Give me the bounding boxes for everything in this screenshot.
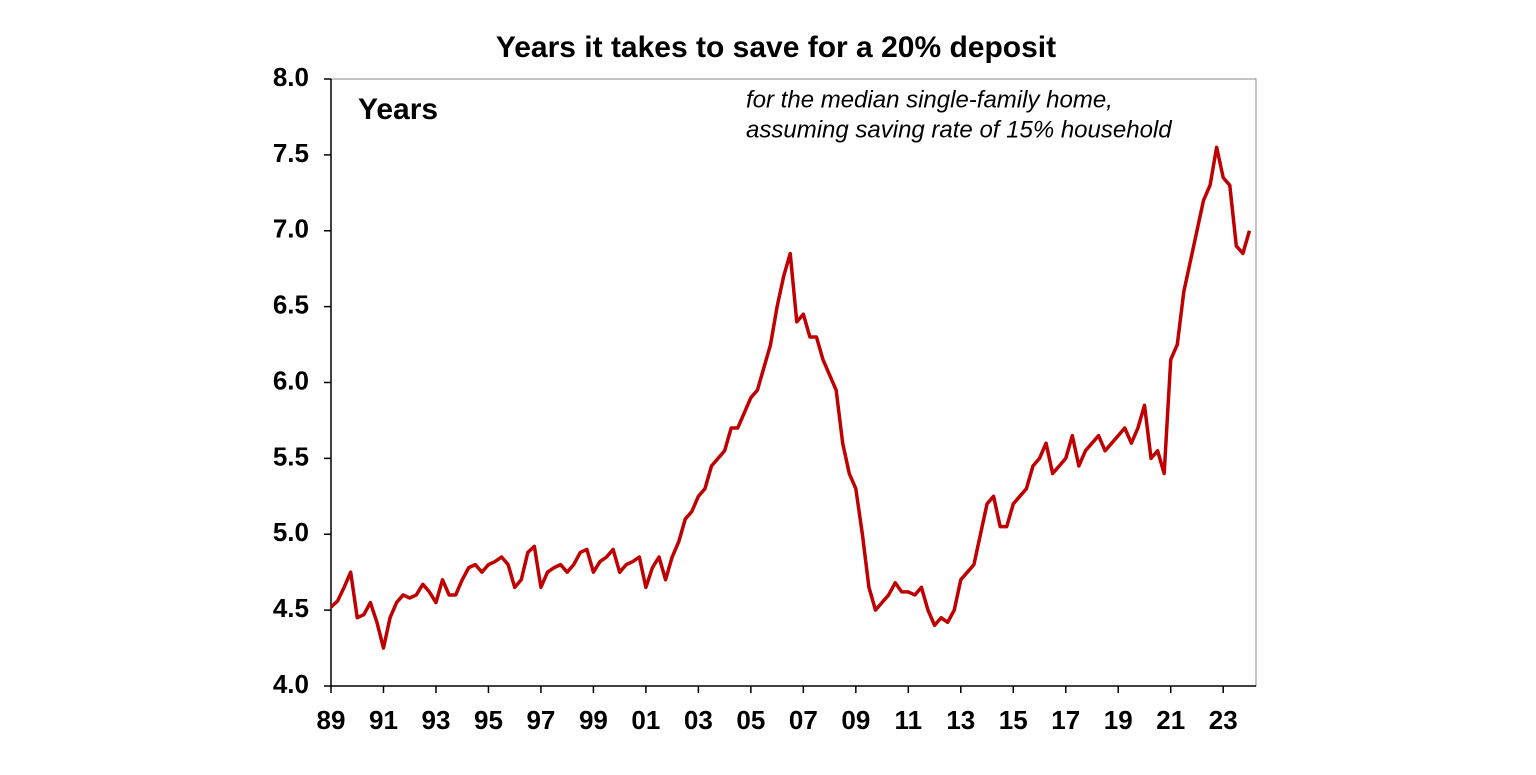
annotation: assuming saving rate of 15% household — [746, 116, 1172, 143]
x-tick-label: 17 — [1051, 705, 1080, 735]
x-tick-label: 93 — [422, 705, 451, 735]
x-tick-label: 05 — [736, 705, 765, 735]
x-tick-label: 11 — [895, 705, 923, 735]
y-label: Years — [358, 93, 438, 126]
x-tick-label: 07 — [789, 705, 818, 735]
y-tick-label: 5.5 — [273, 441, 309, 471]
y-tick-label: 6.5 — [273, 290, 309, 320]
y-tick-label: 4.0 — [273, 669, 309, 699]
y-tick-label: 8.0 — [273, 62, 309, 92]
x-tick-label: 99 — [579, 705, 608, 735]
annotation: for the median single-family home, — [746, 86, 1113, 113]
x-tick-label: 09 — [841, 705, 870, 735]
x-tick-label: 95 — [474, 705, 503, 735]
plot-frame — [330, 78, 1257, 687]
chart-title: Years it takes to save for a 20% deposit — [496, 31, 1056, 64]
y-tick-label: 7.0 — [273, 214, 309, 244]
x-tick-label: 03 — [684, 705, 713, 735]
x-tick-label: 23 — [1209, 705, 1238, 735]
series-line — [329, 145, 1252, 650]
y-tick-label: 4.5 — [273, 593, 309, 623]
x-tick-label: 97 — [526, 705, 555, 735]
y-tick-label: 7.5 — [273, 138, 309, 168]
y-tick-label: 6.0 — [273, 365, 309, 395]
x-tick-label: 01 — [631, 705, 660, 735]
x-tick-label: 91 — [369, 705, 398, 735]
y-tick-label: 5.0 — [273, 517, 309, 547]
x-tick-label: 15 — [999, 705, 1028, 735]
x-tick-label: 19 — [1104, 705, 1133, 735]
x-tick-label: 21 — [1156, 705, 1185, 735]
x-tick-label: 13 — [946, 705, 975, 735]
x-tick-label: 89 — [317, 705, 346, 735]
